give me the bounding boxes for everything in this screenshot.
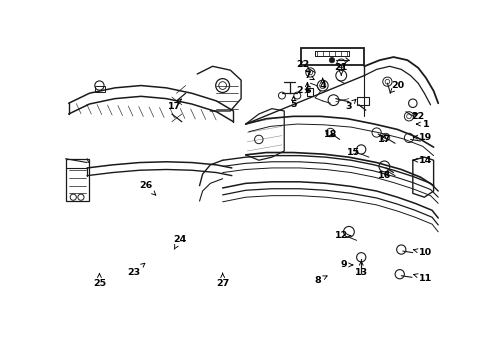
Text: 23: 23 xyxy=(127,263,145,277)
Text: 9: 9 xyxy=(340,261,353,269)
Text: 19: 19 xyxy=(414,132,433,141)
Text: 10: 10 xyxy=(414,248,433,257)
Text: 7: 7 xyxy=(304,71,314,80)
Text: 27: 27 xyxy=(216,273,229,288)
Text: 15: 15 xyxy=(347,148,360,157)
Text: 24: 24 xyxy=(173,235,186,249)
Text: 3: 3 xyxy=(345,99,356,111)
Text: 13: 13 xyxy=(355,261,368,277)
Text: 2: 2 xyxy=(296,86,309,95)
Text: 17: 17 xyxy=(168,99,181,111)
Text: 26: 26 xyxy=(139,181,156,195)
Text: 4: 4 xyxy=(319,78,326,90)
Text: 8: 8 xyxy=(315,276,327,285)
Text: 12: 12 xyxy=(335,231,351,240)
Text: 22: 22 xyxy=(296,60,310,72)
Text: 22: 22 xyxy=(412,112,425,121)
Text: 11: 11 xyxy=(414,274,433,283)
Text: 25: 25 xyxy=(93,273,106,288)
Text: 17: 17 xyxy=(378,135,391,144)
Bar xyxy=(357,97,369,105)
Text: 14: 14 xyxy=(414,156,433,165)
Bar xyxy=(66,159,89,201)
Circle shape xyxy=(329,58,335,63)
Text: 20: 20 xyxy=(390,81,404,93)
Bar xyxy=(95,86,105,93)
Text: 21: 21 xyxy=(335,63,348,75)
Text: 5: 5 xyxy=(290,96,297,109)
Text: 16: 16 xyxy=(378,171,391,180)
Bar xyxy=(301,48,364,65)
Text: 6: 6 xyxy=(304,83,311,95)
Text: 18: 18 xyxy=(324,130,337,139)
Text: 1: 1 xyxy=(416,120,429,129)
